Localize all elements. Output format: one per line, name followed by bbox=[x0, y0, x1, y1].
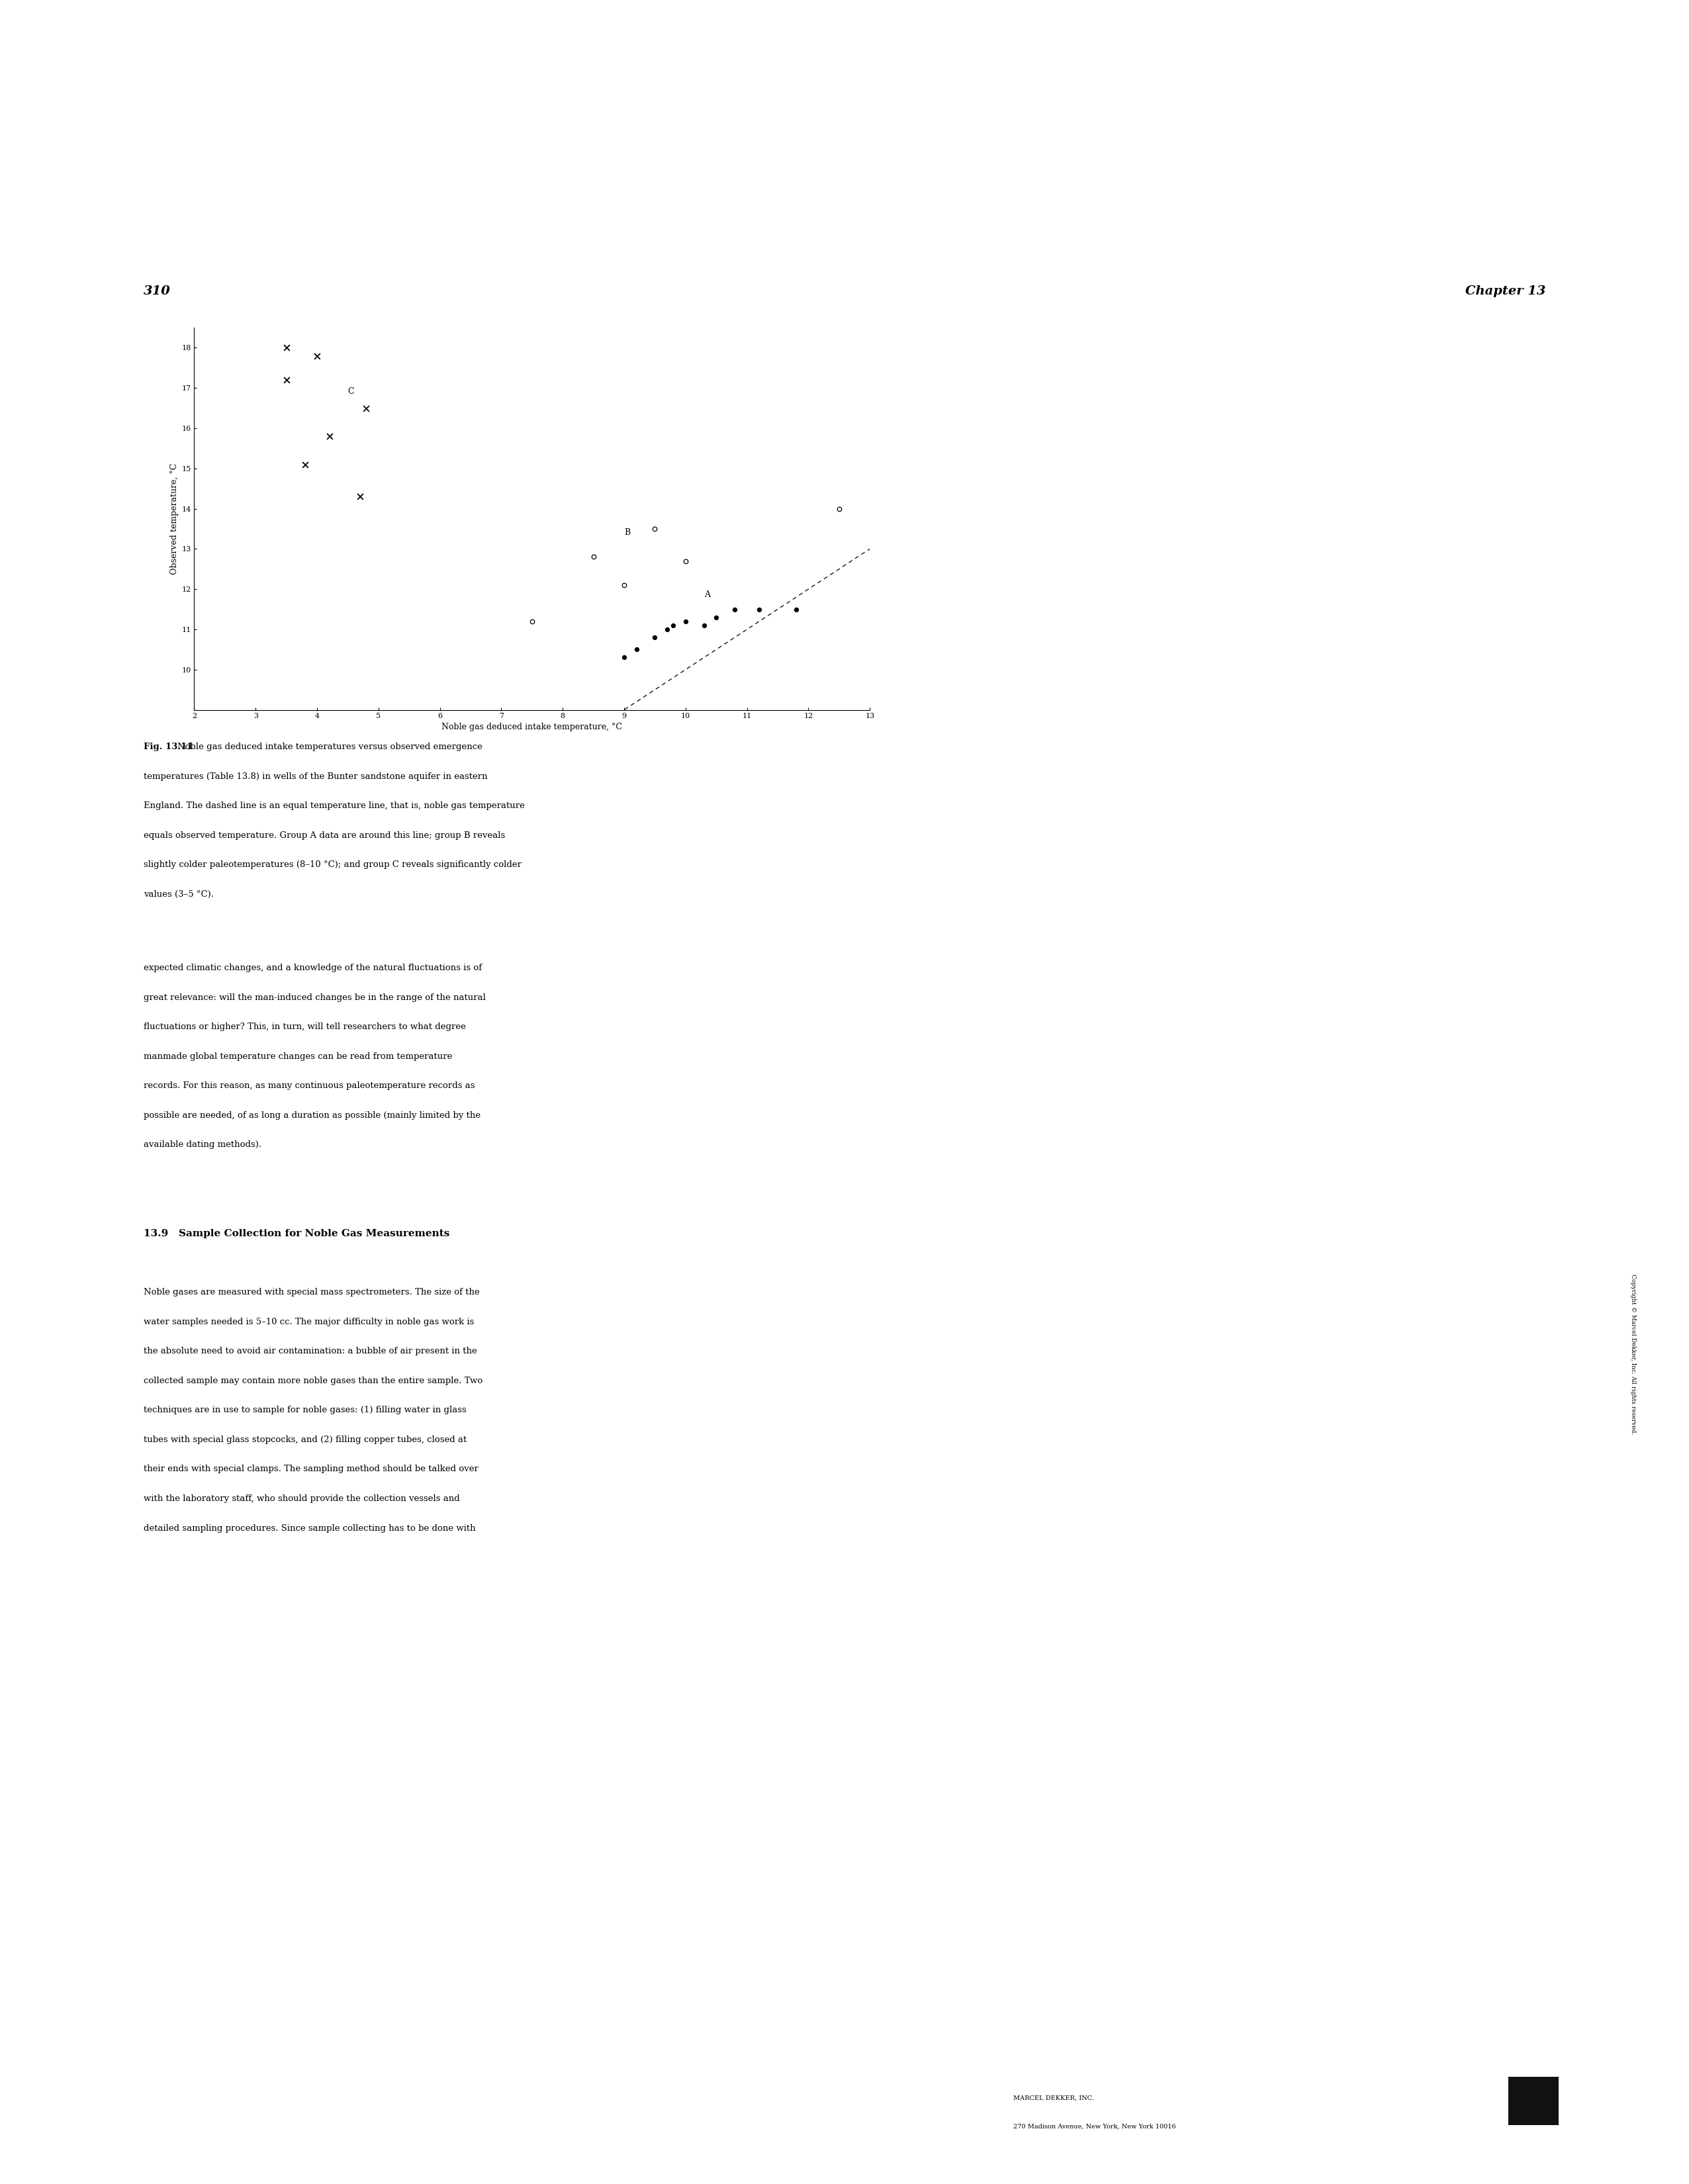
Text: their ends with special clamps. The sampling method should be talked over: their ends with special clamps. The samp… bbox=[144, 1465, 478, 1474]
Text: A: A bbox=[704, 590, 709, 598]
Text: 270 Madison Avenue, New York, New York 10016: 270 Madison Avenue, New York, New York 1… bbox=[1013, 2123, 1176, 2129]
Text: Copyright © Marcel Dekker, Inc. All rights reserved.: Copyright © Marcel Dekker, Inc. All righ… bbox=[1630, 1273, 1637, 1435]
Text: B: B bbox=[625, 529, 630, 537]
Point bbox=[672, 603, 699, 638]
Text: England. The dashed line is an equal temperature line, that is, noble gas temper: England. The dashed line is an equal tem… bbox=[144, 802, 525, 810]
Text: available dating methods).: available dating methods). bbox=[144, 1140, 262, 1149]
Text: equals observed temperature. Group A data are around this line; group B reveals: equals observed temperature. Group A dat… bbox=[144, 830, 505, 839]
Text: values (3–5 °C).: values (3–5 °C). bbox=[144, 891, 215, 898]
Point bbox=[611, 640, 638, 675]
Text: techniques are in use to sample for noble gases: (1) filling water in glass: techniques are in use to sample for nobl… bbox=[144, 1406, 466, 1415]
Point bbox=[291, 448, 318, 483]
Point bbox=[654, 612, 681, 646]
Point bbox=[703, 601, 730, 636]
Point bbox=[519, 603, 546, 638]
Text: Noble gas deduced intake temperatures versus observed emergence: Noble gas deduced intake temperatures ve… bbox=[144, 743, 483, 751]
X-axis label: Noble gas deduced intake temperature, °C: Noble gas deduced intake temperature, °C bbox=[443, 723, 622, 732]
Point bbox=[642, 620, 669, 655]
Point bbox=[747, 592, 774, 627]
Point bbox=[660, 607, 687, 642]
Point bbox=[721, 592, 748, 627]
Text: Fig. 13.11: Fig. 13.11 bbox=[144, 743, 193, 751]
Text: C: C bbox=[348, 387, 355, 395]
Text: MARCEL DEKKER, INC.: MARCEL DEKKER, INC. bbox=[1013, 2094, 1094, 2101]
Point bbox=[672, 544, 699, 579]
Text: slightly colder paleotemperatures (8–10 °C); and group C reveals significantly c: slightly colder paleotemperatures (8–10 … bbox=[144, 860, 522, 869]
Point bbox=[826, 491, 853, 526]
Point bbox=[782, 592, 809, 627]
Text: 13.9   Sample Collection for Noble Gas Measurements: 13.9 Sample Collection for Noble Gas Mea… bbox=[144, 1230, 449, 1238]
Point bbox=[316, 419, 343, 454]
Text: Chapter 13: Chapter 13 bbox=[1464, 286, 1545, 297]
Y-axis label: Observed temperature, °C: Observed temperature, °C bbox=[171, 463, 179, 574]
Text: manmade global temperature changes can be read from temperature: manmade global temperature changes can b… bbox=[144, 1053, 453, 1061]
Text: collected sample may contain more noble gases than the entire sample. Two: collected sample may contain more noble … bbox=[144, 1376, 483, 1385]
Point bbox=[611, 568, 638, 603]
Point bbox=[642, 511, 669, 546]
Text: water samples needed is 5–10 cc. The major difficulty in noble gas work is: water samples needed is 5–10 cc. The maj… bbox=[144, 1317, 475, 1326]
Point bbox=[353, 391, 380, 426]
Text: with the laboratory staff, who should provide the collection vessels and: with the laboratory staff, who should pr… bbox=[144, 1494, 459, 1503]
Text: temperatures (Table 13.8) in wells of the Bunter sandstone aquifer in eastern: temperatures (Table 13.8) in wells of th… bbox=[144, 771, 488, 780]
Text: expected climatic changes, and a knowledge of the natural fluctuations is of: expected climatic changes, and a knowled… bbox=[144, 963, 481, 972]
Point bbox=[623, 631, 650, 666]
Point bbox=[346, 478, 373, 513]
Text: the absolute need to avoid air contamination: a bubble of air present in the: the absolute need to avoid air contamina… bbox=[144, 1348, 476, 1356]
Text: possible are needed, of as long a duration as possible (mainly limited by the: possible are needed, of as long a durati… bbox=[144, 1112, 481, 1120]
Text: fluctuations or higher? This, in turn, will tell researchers to what degree: fluctuations or higher? This, in turn, w… bbox=[144, 1022, 466, 1031]
Point bbox=[274, 330, 301, 365]
Text: great relevance: will the man-induced changes be in the range of the natural: great relevance: will the man-induced ch… bbox=[144, 994, 486, 1002]
Text: 310: 310 bbox=[144, 286, 171, 297]
Point bbox=[274, 363, 301, 397]
Point bbox=[579, 539, 606, 574]
Text: tubes with special glass stopcocks, and (2) filling copper tubes, closed at: tubes with special glass stopcocks, and … bbox=[144, 1435, 466, 1444]
Point bbox=[304, 339, 331, 373]
Text: Noble gases are measured with special mass spectrometers. The size of the: Noble gases are measured with special ma… bbox=[144, 1289, 480, 1297]
Text: records. For this reason, as many continuous paleotemperature records as: records. For this reason, as many contin… bbox=[144, 1081, 475, 1090]
Point bbox=[691, 607, 718, 642]
Text: detailed sampling procedures. Since sample collecting has to be done with: detailed sampling procedures. Since samp… bbox=[144, 1524, 476, 1533]
